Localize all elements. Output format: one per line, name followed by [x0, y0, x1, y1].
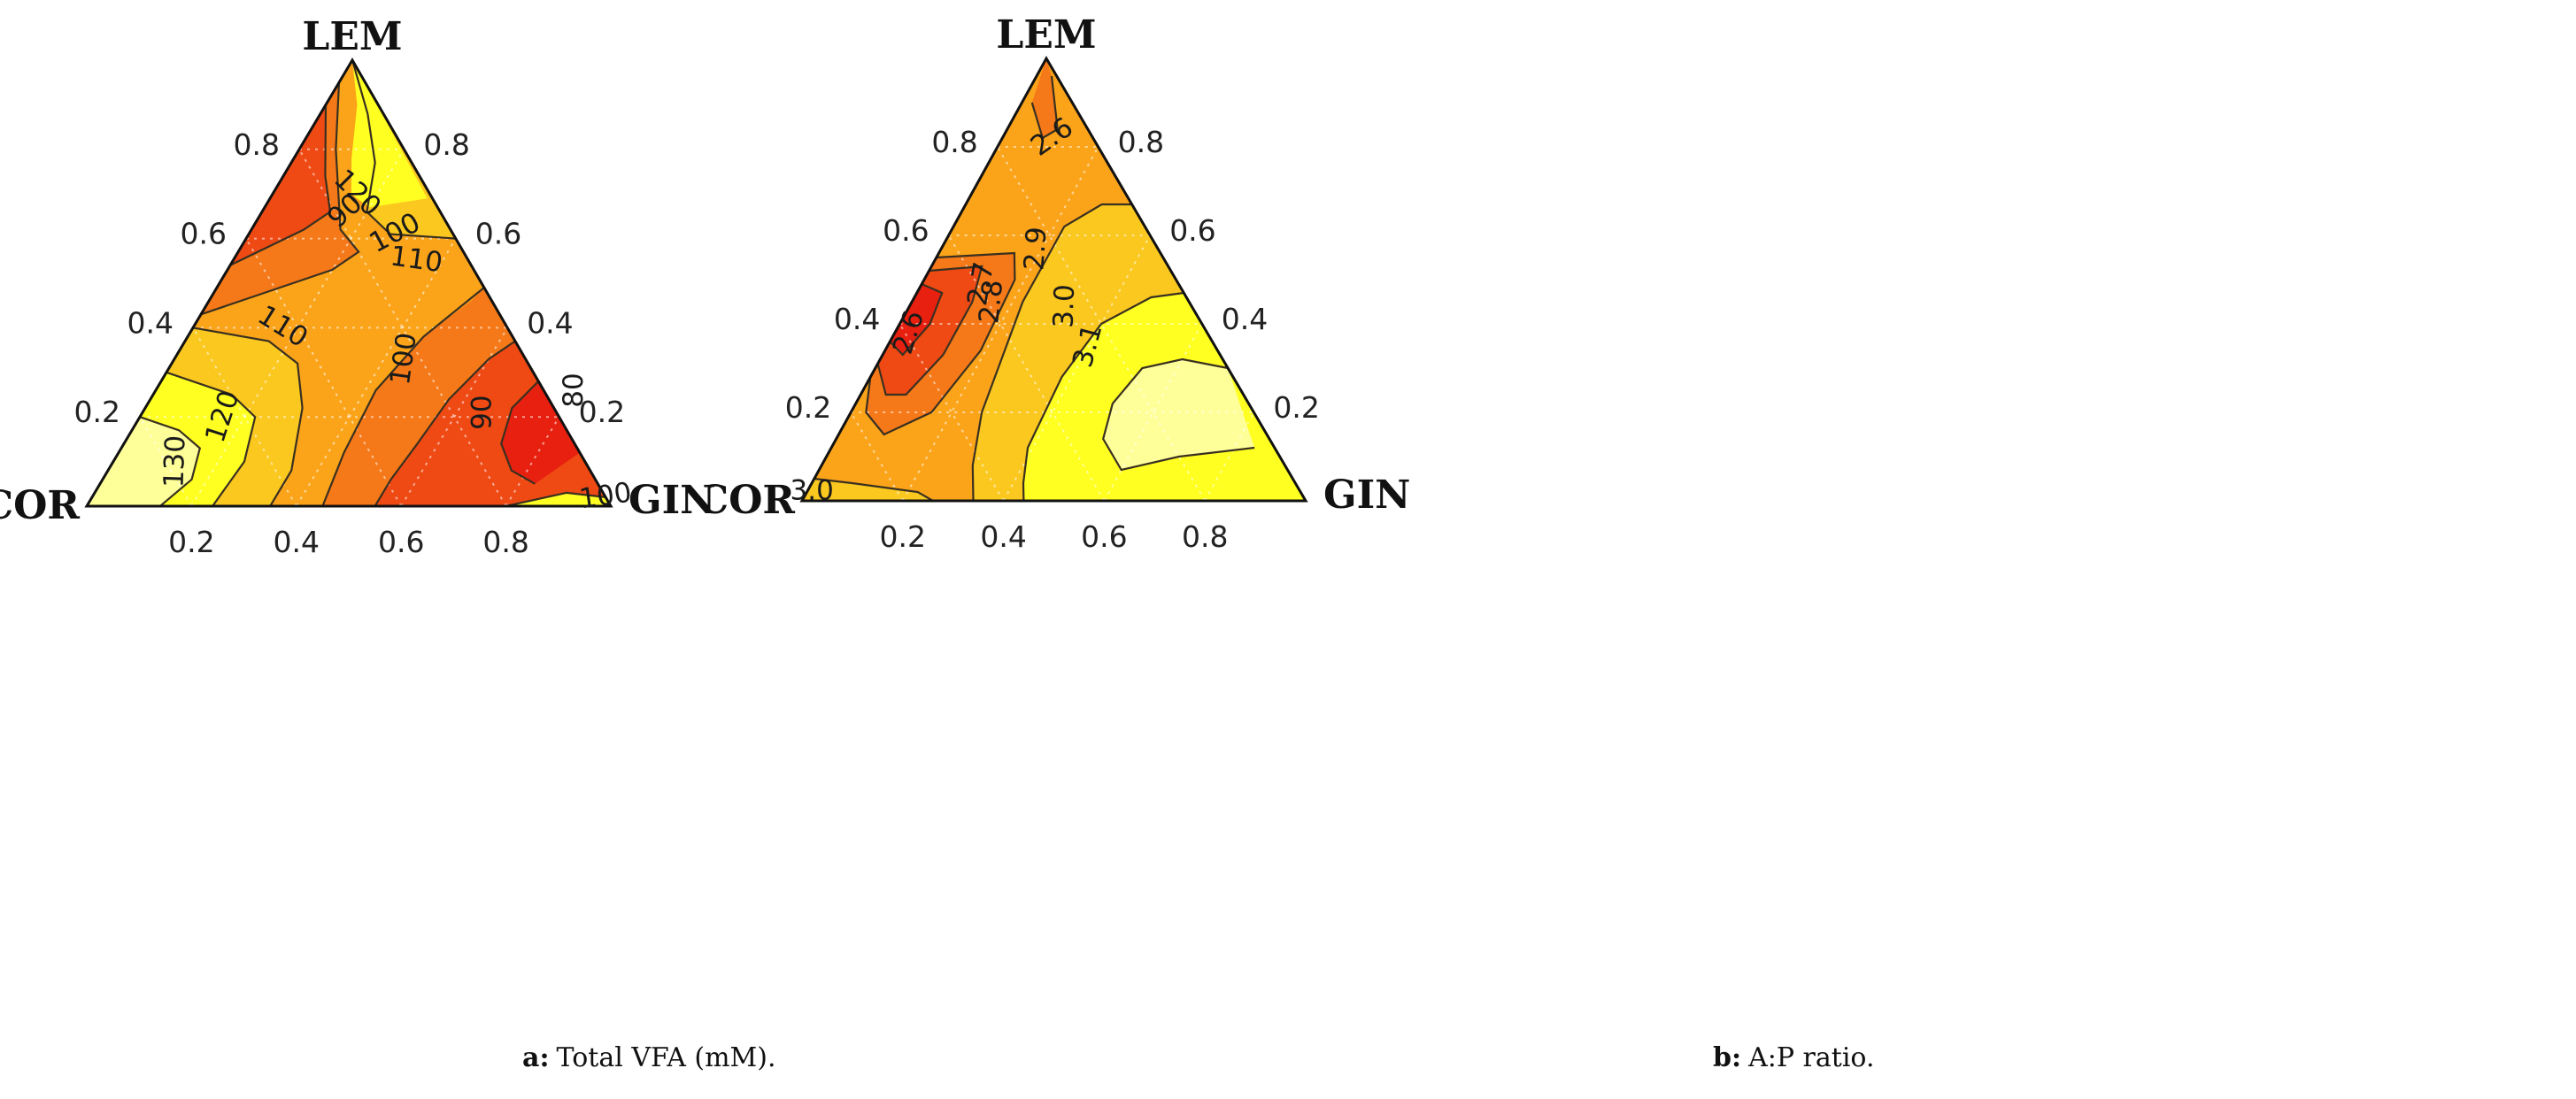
- right-edge-tick: 0.4: [1222, 302, 1268, 336]
- grid-line: [1002, 234, 1152, 501]
- contour-label: 90: [466, 395, 497, 429]
- contour-line: [1102, 357, 1255, 472]
- contour-region: [877, 266, 983, 395]
- grid: [850, 146, 1255, 501]
- contour-region: [501, 380, 580, 484]
- contour-region: [802, 479, 933, 501]
- left-edge-tick: 0.2: [785, 390, 831, 425]
- contour-label: 100: [384, 331, 423, 388]
- contour-label: 80: [558, 373, 590, 407]
- caption-b-text: A:P ratio.: [1748, 1042, 1875, 1073]
- grid-line: [899, 323, 1005, 501]
- vertex-label-right: GIN: [1323, 473, 1410, 518]
- contour-label: 130: [158, 434, 192, 488]
- contour-region: [351, 60, 428, 208]
- vertex-label-top: LEM: [302, 14, 402, 59]
- contour-line: [192, 327, 304, 506]
- contour-line: [1022, 291, 1184, 501]
- caption-b-letter: b:: [1713, 1042, 1742, 1073]
- bottom-edge-tick: 0.6: [378, 525, 424, 559]
- ternary-plot-a: 9010012011011010012013090801000.20.40.60…: [0, 14, 715, 559]
- contour-line: [200, 82, 360, 316]
- contour-label: 3.0: [1047, 284, 1081, 329]
- contour-region: [890, 284, 943, 355]
- vertex-label-top: LEM: [996, 12, 1096, 58]
- right-edge-tick: 0.8: [1118, 125, 1164, 159]
- contour-line: [229, 104, 332, 266]
- grid-line: [1103, 323, 1203, 501]
- right-edge-tick: 0.4: [527, 305, 573, 340]
- right-edge-tick: 0.8: [423, 127, 469, 162]
- contour-label: 3.0: [791, 475, 834, 507]
- bottom-edge-tick: 0.2: [168, 525, 214, 559]
- bottom-edge-tick: 0.2: [880, 519, 926, 554]
- contour-region: [505, 492, 611, 506]
- left-edge-tick: 0.2: [74, 395, 120, 429]
- contour-label: 110: [389, 240, 445, 279]
- contour-line: [876, 265, 983, 396]
- left-edge-tick: 0.6: [883, 213, 929, 248]
- contour-label: 2.7: [961, 259, 1000, 308]
- contour-line: [889, 282, 944, 357]
- contour-line: [374, 340, 516, 506]
- caption-a: a: Total VFA (mM).: [522, 1042, 776, 1073]
- right-edge-tick: 0.6: [475, 217, 521, 251]
- right-edge-tick: 0.2: [579, 395, 625, 429]
- contour-line: [166, 371, 257, 506]
- contour-region: [87, 417, 200, 506]
- bottom-edge-tick: 0.8: [482, 525, 528, 559]
- left-edge-tick: 0.8: [931, 125, 977, 159]
- left-edge-tick: 0.4: [834, 302, 880, 336]
- triangle-outline: [84, 58, 613, 508]
- grid-line: [947, 234, 1106, 501]
- left-edge-tick: 0.6: [181, 217, 227, 251]
- caption-a-letter: a:: [522, 1042, 550, 1073]
- contour-line: [865, 251, 1016, 436]
- ternary-plot-b: 2.62.72.82.93.03.12.63.00.20.40.60.8 0.80…: [708, 12, 1410, 554]
- grid-line: [139, 416, 193, 506]
- grid-line: [850, 411, 904, 501]
- grid-line: [192, 327, 297, 506]
- contour-region: [1103, 359, 1255, 470]
- vertex-label-left: COR: [708, 478, 795, 523]
- vertex-label-right: GIN: [629, 478, 715, 523]
- grid-line: [901, 146, 1099, 501]
- grid-line: [505, 416, 560, 506]
- chart-b: 2.6 2.7 2.8 2.9 3.0 3.1 2.6 3.0 0.2 0.4 0.6 0.8 0.8 0…: [708, 0, 1996, 1035]
- vertex-label-left: COR: [0, 483, 80, 528]
- contour-line: [505, 491, 606, 506]
- grid: [139, 148, 560, 506]
- grid-line: [400, 327, 509, 506]
- bottom-edge-tick: 0.4: [274, 525, 320, 559]
- contour-line: [1030, 75, 1059, 140]
- left-edge-tick: 0.8: [234, 127, 280, 162]
- bottom-edge-tick: 0.4: [980, 519, 1026, 554]
- caption-a-text: Total VFA (mM).: [556, 1042, 776, 1073]
- contour-line: [139, 416, 202, 506]
- chart-a: 90 100 120 110 110 100 120 130 90 80 100 0.2 0.4 0.6 0…: [0, 0, 1288, 1035]
- contour-line: [321, 287, 485, 506]
- left-edge-tick: 0.4: [127, 305, 174, 340]
- contour-label: 100: [577, 476, 634, 515]
- bottom-edge-tick: 0.6: [1081, 519, 1127, 554]
- grid-line: [298, 149, 507, 506]
- contour-fill-group: [802, 58, 1306, 501]
- contour-label: 2.8: [973, 278, 1009, 325]
- contour-line: [971, 203, 1132, 501]
- caption-b: b: A:P ratio.: [1713, 1042, 1875, 1073]
- bottom-edge-tick: 0.8: [1182, 519, 1228, 554]
- contour-line: [814, 477, 934, 501]
- right-edge-tick: 0.2: [1273, 390, 1319, 425]
- contour-label: 2.9: [1018, 226, 1053, 272]
- triangle-outline: [799, 55, 1308, 503]
- grid-line: [1204, 411, 1255, 501]
- right-edge-tick: 0.6: [1169, 213, 1215, 248]
